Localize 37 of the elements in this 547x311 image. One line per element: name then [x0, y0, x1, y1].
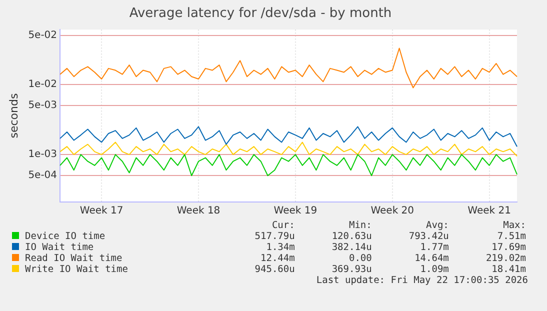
- y-tick-label: 5e-02: [28, 30, 58, 42]
- text: 12.44m: [260, 253, 296, 264]
- y-axis-title: seconds: [7, 93, 20, 138]
- text: 18.41m: [490, 264, 527, 275]
- chart-title: Average latency for /dev/sda - by month: [129, 6, 392, 22]
- y-tick-label: 5e-03: [28, 100, 58, 112]
- text: 14.64m: [414, 253, 450, 264]
- text: 219.02m: [484, 253, 527, 264]
- text: 7.51m: [496, 231, 527, 242]
- text: Cur:: [270, 220, 296, 231]
- x-tick-label: Week 18: [176, 206, 220, 217]
- x-tick-label: Week 17: [80, 206, 124, 217]
- text: 369.93u: [330, 264, 373, 275]
- text: 793.42u: [408, 231, 450, 242]
- legend-label: Write IO Wait time: [24, 264, 129, 275]
- text: 1.09m: [419, 264, 450, 275]
- x-tick-label: Week 19: [274, 206, 318, 217]
- y-tick-label: 1e-03: [28, 149, 58, 160]
- text: 382.14u: [330, 242, 373, 253]
- text: 1.34m: [265, 242, 296, 253]
- text: 0.00: [348, 253, 373, 264]
- text: Min:: [348, 220, 373, 231]
- x-tick-label: Week 21: [468, 206, 511, 217]
- text: 17.69m: [490, 242, 527, 253]
- text: Last update: Fri May 22 17:00:35 2026: [315, 275, 528, 287]
- text: 120.63u: [330, 231, 373, 242]
- y-tick-label: 5e-04: [28, 170, 58, 182]
- legend-label: Read IO Wait time: [24, 253, 124, 264]
- text: 517.79u: [254, 231, 296, 242]
- text: Avg:: [425, 220, 450, 231]
- text: Max:: [502, 220, 527, 231]
- legend-label: IO Wait time: [24, 242, 95, 253]
- x-tick-label: Week 20: [370, 206, 414, 217]
- y-tick-label: 1e-02: [28, 79, 58, 90]
- text: 1.77m: [419, 242, 450, 253]
- legend-label: Device IO time: [24, 231, 106, 242]
- text: 945.60u: [254, 264, 296, 275]
